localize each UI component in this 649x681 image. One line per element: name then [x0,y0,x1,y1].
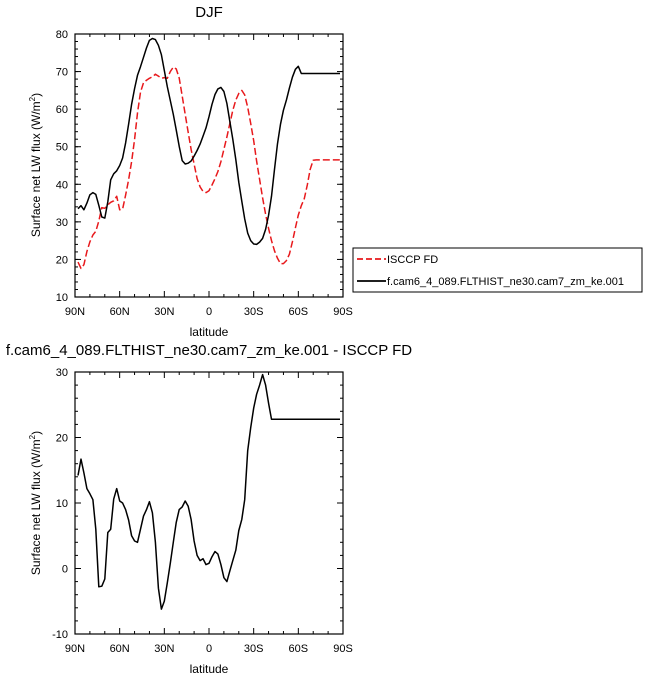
legend: ISCCP FD f.cam6_4_089.FLTHIST_ne30.cam7_… [352,247,643,293]
y-tick-label: 10 [56,498,68,510]
series-line-a [77,373,340,610]
x-tick-label: 90S [333,643,353,655]
y-tick-label: 40 [56,179,68,191]
series-layer [77,37,340,270]
y-tick-label: 50 [56,142,68,154]
y-tick-label: 20 [56,254,68,266]
y-tick-label: 0 [62,564,68,576]
series-layer [77,373,340,610]
x-tick-label: 60S [289,643,309,655]
y-tick-label: 10 [56,292,68,304]
chart-title: f.cam6_4_089.FLTHIST_ne30.cam7_zm_ke.001… [6,342,412,359]
legend-label-cam6: f.cam6_4_089.FLTHIST_ne30.cam7_zm_ke.001 [387,276,624,288]
series-line-a [77,66,340,270]
x-tick-label: 60N [110,643,130,655]
plot-frame [74,371,344,635]
x-tick-label: 90S [333,306,353,318]
legend-box [352,247,643,293]
y-tick-label: 30 [56,367,68,379]
x-axis-label: latitude [190,325,229,339]
x-tick-label: 30S [244,643,264,655]
y-tick-label: -10 [52,629,68,641]
y-tick-label: 30 [56,217,68,229]
x-tick-label: 30N [154,643,174,655]
y-tick-label: 20 [56,433,68,445]
x-tick-label: 60N [110,306,130,318]
y-axis-label: Surface net LW flux (W/m2) [28,431,43,575]
axis-ticks: 90N 60N 30N 0 30S 60S 90S 10 20 30 40 50 60 70 80 [56,29,353,318]
chart-title: DJF [195,4,223,21]
y-tick-label: 70 [56,67,68,79]
chart-difference: f.cam6_4_089.FLTHIST_ne30.cam7_zm_ke.001… [6,342,412,676]
x-tick-label: 90N [65,306,85,318]
axis-ticks: 90N 60N 30N 0 30S 60S 90S -10 0 10 20 30 [52,367,353,655]
y-tick-label: 60 [56,104,68,116]
y-tick-label: 80 [56,29,68,41]
x-tick-label: 60S [289,306,309,318]
x-tick-label: 30S [244,306,264,318]
x-tick-label: 30N [154,306,174,318]
x-tick-label: 0 [206,306,212,318]
x-axis-label: latitude [190,662,229,676]
legend-label-isccp: ISCCP FD [387,254,438,266]
series-line-b [77,37,340,246]
x-tick-label: 90N [65,643,85,655]
chart-djf: DJF 90N 60N 30N 0 30S 60S 90S1020304050607080 … [28,4,643,339]
y-axis-label: Surface net LW flux (W/m2) [28,93,43,237]
x-tick-label: 0 [206,643,212,655]
